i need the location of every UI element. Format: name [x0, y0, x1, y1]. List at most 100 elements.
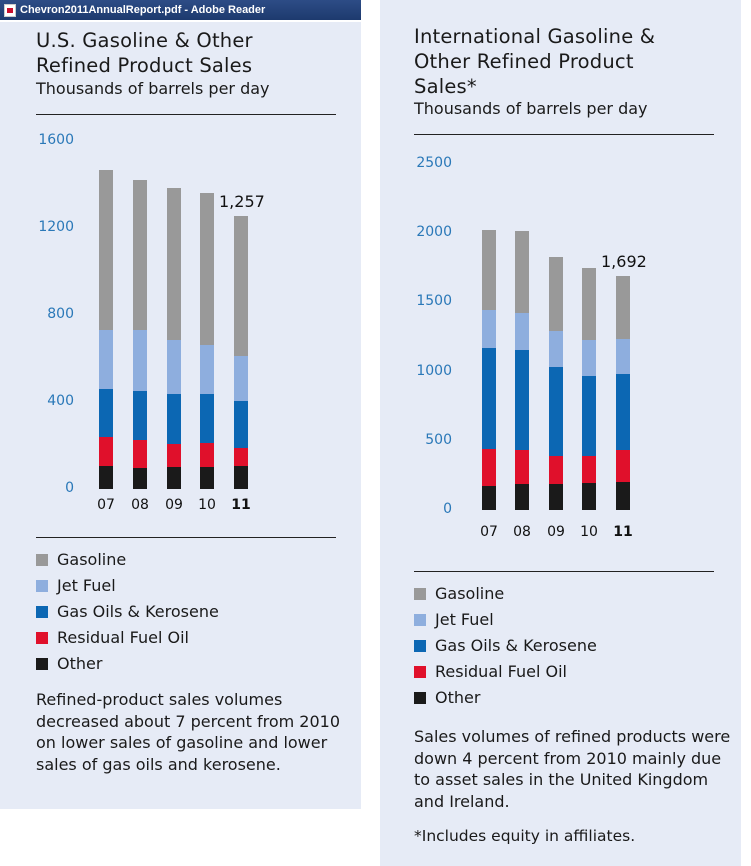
us-bar-other-09 — [167, 467, 181, 489]
intl-bar-jet-fuel-11 — [616, 339, 630, 375]
us-legend-gasoline: Gasoline — [36, 550, 126, 569]
us-x-tick-label: 10 — [198, 497, 216, 513]
us-bar-residual-fuel-oil-10 — [200, 443, 214, 468]
us-legend-divider — [36, 537, 336, 538]
us-legend-other: Other — [36, 654, 102, 673]
window-titlebar: Chevron2011AnnualReport.pdf - Adobe Read… — [0, 0, 361, 20]
intl-bar-jet-fuel-09 — [549, 331, 563, 367]
intl-legend-gas-oils-kerosene: Gas Oils & Kerosene — [414, 636, 597, 655]
us-bar-gas-oils-kerosene-10 — [200, 394, 214, 444]
intl-bar-gas-oils-kerosene-09 — [549, 366, 563, 457]
us-legend-swatch — [36, 605, 48, 618]
intl-legend-label: Residual Fuel Oil — [435, 662, 567, 681]
intl-y-tick-label: 2000 — [416, 224, 452, 241]
intl-y-tick-label: 2500 — [416, 155, 452, 171]
intl-legend-divider — [414, 571, 714, 572]
us-bar-residual-fuel-oil-11 — [234, 447, 248, 467]
us-legend-label: Jet Fuel — [57, 576, 116, 595]
us-y-tick-label: 400 — [47, 393, 74, 409]
intl-bar-residual-fuel-oil-11 — [616, 449, 630, 482]
intl-bar-residual-fuel-oil-09 — [549, 456, 563, 485]
us-chart-subtitle: Thousands of barrels per day — [36, 79, 270, 98]
intl-legend-residual-fuel-oil: Residual Fuel Oil — [414, 662, 567, 681]
intl-bar-gas-oils-kerosene-10 — [582, 375, 596, 457]
us-legend-swatch — [36, 631, 48, 644]
us-y-tick-label: 1200 — [38, 219, 74, 235]
us-y-tick-label: 0 — [65, 480, 74, 496]
us-bar-gas-oils-kerosene-08 — [133, 391, 147, 441]
intl-y-tick-label: 1500 — [416, 293, 452, 310]
intl-bar-residual-fuel-oil-08 — [515, 449, 529, 484]
intl-bar-other-10 — [582, 483, 596, 510]
intl-title-line: Other Refined Product — [414, 50, 634, 73]
us-legend-swatch — [36, 553, 48, 566]
us-bar-jet-fuel-08 — [133, 330, 147, 392]
us-y-tick-label: 800 — [47, 306, 74, 322]
us-bar-gasoline-11 — [234, 215, 248, 357]
intl-legend-swatch — [414, 665, 426, 678]
us-x-tick-label: 09 — [165, 497, 183, 513]
us-legend-label: Gasoline — [57, 550, 127, 569]
intl-bar-residual-fuel-oil-10 — [582, 456, 596, 483]
us-bar-gasoline-10 — [200, 193, 214, 346]
us-legend-swatch — [36, 579, 48, 592]
us-y-tick-label: 1600 — [38, 132, 74, 148]
intl-legend-label: Jet Fuel — [435, 610, 494, 629]
intl-bar-jet-fuel-10 — [582, 339, 596, 376]
intl-x-tick-label: 07 — [480, 524, 498, 540]
us-title-divider — [36, 114, 336, 115]
intl-title-line: Sales* — [414, 75, 477, 98]
us-title-line: U.S. Gasoline & Other — [36, 29, 253, 52]
us-bar-jet-fuel-07 — [99, 330, 113, 389]
intl-chart-note: Sales volumes of refined products were d… — [414, 727, 731, 811]
us-title-line: Refined Product Sales — [36, 54, 253, 77]
international-sales-panel: International Gasoline & Other Refined Pr… — [380, 0, 741, 866]
intl-x-tick-label: 09 — [547, 524, 565, 540]
us-bar-jet-fuel-09 — [167, 340, 181, 395]
us-legend-gas-oils-kerosene: Gas Oils & Kerosene — [36, 602, 219, 621]
intl-bar-gasoline-09 — [549, 256, 563, 332]
intl-legend-jet-fuel: Jet Fuel — [414, 610, 494, 629]
us-legend-label: Other — [57, 654, 103, 673]
us-bar-gas-oils-kerosene-07 — [99, 388, 113, 437]
us-x-tick-label: 08 — [131, 497, 149, 513]
us-legend-label: Gas Oils & Kerosene — [57, 602, 219, 621]
intl-legend-label: Gas Oils & Kerosene — [435, 636, 597, 655]
intl-legend-label: Other — [435, 688, 481, 707]
intl-legend-label: Gasoline — [435, 584, 505, 603]
intl-x-tick-label: 11 — [613, 524, 633, 540]
intl-bar-gas-oils-kerosene-11 — [616, 374, 630, 450]
us-legend-jet-fuel: Jet Fuel — [36, 576, 116, 595]
intl-bar-gas-oils-kerosene-07 — [482, 348, 496, 450]
us-x-tick-label: 07 — [97, 497, 115, 513]
intl-y-tick-label: 500 — [425, 431, 452, 448]
intl-legend-other: Other — [414, 688, 480, 707]
window-title: Chevron2011AnnualReport.pdf - Adobe Read… — [20, 4, 266, 16]
intl-legend-swatch — [414, 639, 426, 652]
us-bar-residual-fuel-oil-08 — [133, 440, 147, 469]
us-bar-jet-fuel-11 — [234, 356, 248, 401]
intl-legend-swatch — [414, 613, 426, 626]
intl-legend-gasoline: Gasoline — [414, 584, 504, 603]
us-total-callout: 1,257 — [219, 191, 265, 211]
intl-x-tick-label: 08 — [513, 524, 531, 540]
us-bar-other-11 — [234, 466, 248, 489]
intl-legend-swatch — [414, 691, 426, 704]
intl-bar-jet-fuel-08 — [515, 312, 529, 351]
pdf-icon — [4, 3, 16, 17]
intl-bar-gas-oils-kerosene-08 — [515, 350, 529, 450]
us-bar-gasoline-07 — [99, 170, 113, 331]
intl-bar-gasoline-10 — [582, 267, 596, 340]
us-legend-swatch — [36, 657, 48, 670]
us-bar-gas-oils-kerosene-09 — [167, 394, 181, 445]
us-legend-label: Residual Fuel Oil — [57, 628, 189, 647]
intl-chart-title: International Gasoline & Other Refined Pr… — [414, 24, 655, 99]
intl-bar-gasoline-07 — [482, 230, 496, 310]
us-bar-gasoline-08 — [133, 180, 147, 331]
intl-bar-gasoline-08 — [515, 231, 529, 313]
us-bar-gas-oils-kerosene-11 — [234, 400, 248, 448]
us-bar-residual-fuel-oil-09 — [167, 444, 181, 468]
intl-footnote: *Includes equity in affiliates. — [414, 827, 636, 845]
intl-total-callout: 1,692 — [601, 251, 647, 271]
intl-bar-other-07 — [482, 485, 496, 510]
